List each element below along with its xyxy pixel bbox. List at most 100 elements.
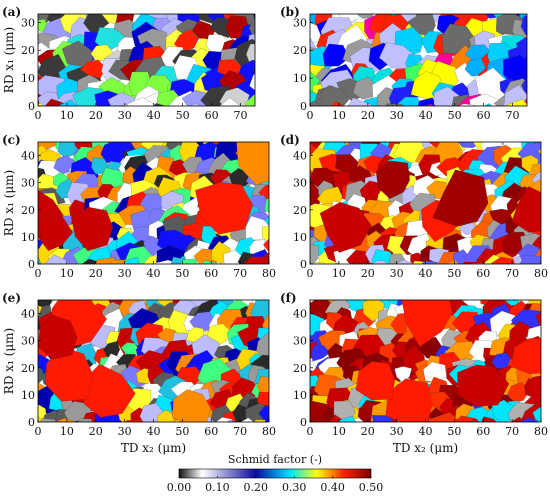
x-tick-label: 0 (307, 267, 314, 280)
x-tick-label: 0 (35, 267, 42, 280)
grain-map (310, 142, 541, 264)
axes-frame (309, 13, 528, 107)
grain-map (38, 14, 255, 106)
x-tick-label: 80 (262, 267, 276, 280)
x-tick-label: 50 (447, 267, 461, 280)
x-tick-label: 20 (361, 267, 375, 280)
x-tick-label: 0 (307, 425, 314, 438)
x-tick-label: 40 (419, 425, 433, 438)
y-tick-label: 0 (300, 100, 307, 113)
y-tick-label: 20 (293, 362, 307, 375)
x-tick-label: 30 (390, 267, 404, 280)
colorbar-tick-label: 0.10 (205, 481, 230, 494)
x-tick-label: 0 (35, 109, 42, 122)
y-tick-label: 10 (293, 231, 307, 244)
panel-label: (f) (280, 291, 297, 305)
colorbar-tick-label: 0.20 (244, 481, 269, 494)
panel-label: (b) (280, 5, 300, 19)
x-tick-label: 50 (175, 425, 189, 438)
x-tick-label: 50 (176, 109, 190, 122)
x-tick-label: 30 (390, 109, 404, 122)
x-tick-label: 30 (118, 425, 132, 438)
x-tick-label: 10 (60, 267, 74, 280)
axes-frame (37, 13, 256, 107)
y-tick-label: 10 (21, 231, 35, 244)
x-tick-label: 60 (476, 267, 490, 280)
y-tick-label: 20 (293, 44, 307, 57)
x-tick-label: 80 (534, 425, 548, 438)
x-axis-label: TD x₂ (μm) (121, 441, 186, 455)
x-tick-label: 10 (60, 109, 74, 122)
colorbar-tick-label: 0.50 (359, 481, 384, 494)
x-tick-label: 30 (118, 109, 132, 122)
y-tick-label: 10 (293, 72, 307, 85)
x-tick-label: 50 (175, 267, 189, 280)
panel-label: (a) (2, 5, 21, 19)
y-tick-label: 40 (293, 150, 307, 163)
y-tick-label: 40 (293, 308, 307, 321)
grain-map (310, 300, 541, 422)
y-tick-label: 30 (293, 177, 307, 190)
y-tick-label: 0 (28, 258, 35, 271)
colorbar-tick-label: 0.40 (320, 481, 345, 494)
panel-label: (e) (2, 291, 21, 305)
colorbar-gradient (178, 468, 372, 479)
x-tick-label: 80 (534, 267, 548, 280)
panel-d: 0 10 20 30 40 50 60 70 80 0 10 20 30 40 (d) (280, 133, 548, 280)
x-tick-label: 70 (233, 425, 247, 438)
x-tick-label: 80 (262, 425, 276, 438)
y-tick-label: 30 (293, 16, 307, 29)
panel-label: (d) (280, 133, 300, 147)
grain-map (310, 14, 527, 106)
x-tick-label: 70 (505, 267, 519, 280)
y-axis-label: RD x₁ (μm) (2, 328, 16, 394)
x-tick-label: 70 (234, 109, 248, 122)
x-tick-label: 20 (361, 425, 375, 438)
x-tick-label: 60 (204, 425, 218, 438)
y-tick-label: 0 (300, 258, 307, 271)
y-tick-label: 20 (21, 362, 35, 375)
y-tick-label: 30 (21, 177, 35, 190)
panel-label: (c) (2, 133, 21, 147)
y-tick-label: 0 (28, 100, 35, 113)
x-tick-label: 60 (476, 425, 490, 438)
x-tick-label: 40 (419, 109, 433, 122)
x-tick-label: 60 (204, 267, 218, 280)
y-tick-label: 20 (293, 204, 307, 217)
x-tick-label: 0 (35, 425, 42, 438)
y-tick-label: 30 (21, 335, 35, 348)
x-tick-label: 30 (118, 267, 132, 280)
y-tick-label: 10 (21, 389, 35, 402)
x-tick-label: 70 (233, 267, 247, 280)
y-axis-label: RD x₁ (μm) (2, 27, 16, 93)
y-tick-label: 30 (21, 16, 35, 29)
y-tick-label: 10 (21, 72, 35, 85)
x-tick-label: 60 (205, 109, 219, 122)
y-tick-label: 20 (21, 44, 35, 57)
y-tick-label: 0 (300, 416, 307, 429)
x-tick-label: 70 (506, 109, 520, 122)
y-tick-label: 20 (21, 204, 35, 217)
y-tick-label: 0 (28, 416, 35, 429)
y-tick-label: 40 (21, 308, 35, 321)
x-tick-label: 40 (419, 267, 433, 280)
y-tick-label: 10 (293, 389, 307, 402)
grain-map (38, 300, 269, 422)
x-tick-label: 40 (147, 425, 161, 438)
y-tick-label: 40 (21, 150, 35, 163)
colorbar-tick-label: 0.00 (167, 481, 192, 494)
colorbar-tick-label: 0.30 (282, 481, 307, 494)
x-tick-label: 10 (332, 425, 346, 438)
x-tick-label: 20 (89, 109, 103, 122)
x-tick-label: 20 (89, 267, 103, 280)
x-tick-label: 20 (361, 109, 375, 122)
x-tick-label: 40 (147, 109, 161, 122)
y-axis-label: RD x₁ (μm) (2, 170, 16, 236)
grain-map (38, 142, 269, 264)
x-tick-label: 0 (307, 109, 314, 122)
x-tick-label: 20 (89, 425, 103, 438)
x-tick-label: 30 (390, 425, 404, 438)
